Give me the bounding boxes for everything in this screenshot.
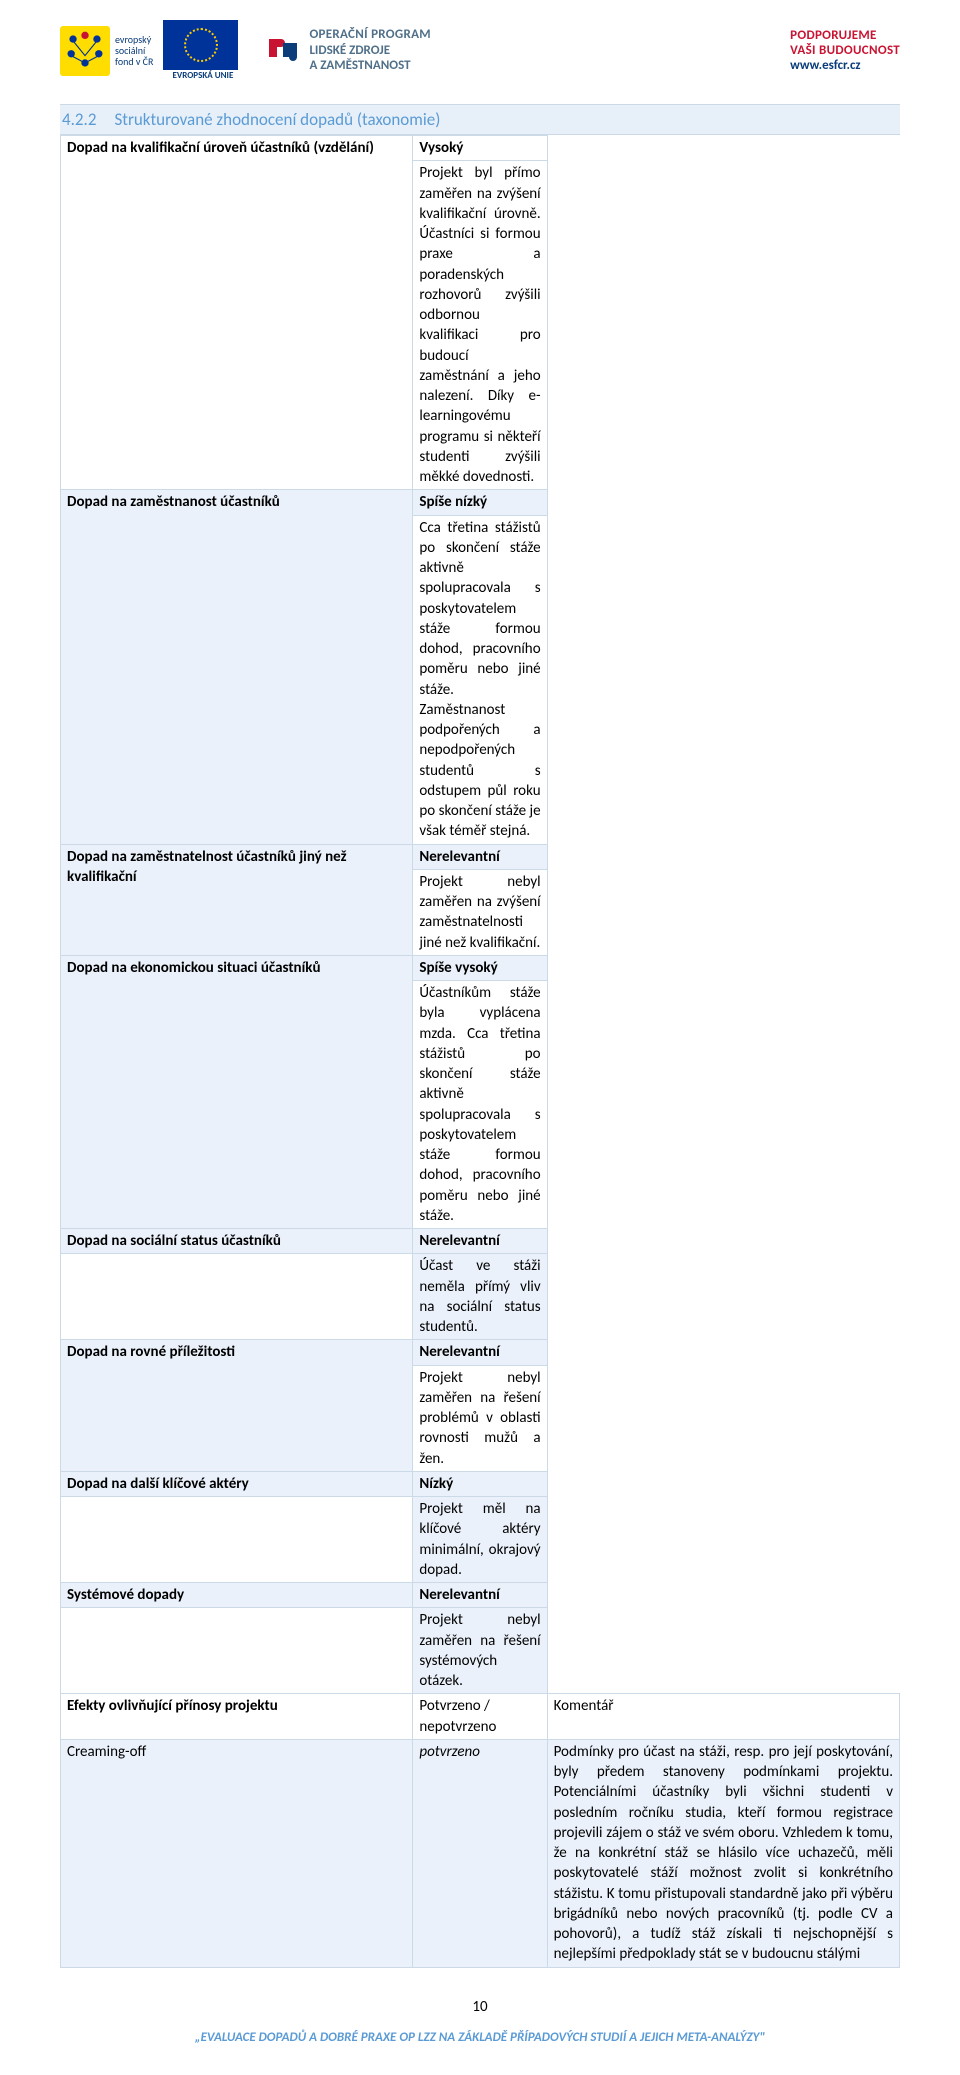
row-desc: Projekt měl na klíčové aktéry minimální,… (413, 1497, 547, 1583)
eu-flag-icon (163, 20, 238, 70)
row-label: Dopad na kvalifikační úroveň účastníků (… (61, 136, 413, 490)
section-text: Strukturované zhodnocení dopadů (taxonom… (114, 109, 440, 130)
effects-col3: Komentář (547, 1694, 899, 1740)
logo-esf: evropský sociální fond v ČR (60, 26, 153, 76)
esf-icon (60, 26, 110, 76)
op-l1: OPERAČNÍ PROGRAM (309, 27, 431, 43)
row-label: Dopad na zaměstnanost účastníků (61, 490, 413, 844)
row-label: Systémové dopady (61, 1583, 413, 1608)
puzzle-icon (263, 29, 303, 73)
page-number: 10 (60, 1998, 900, 2016)
empty-cell (61, 1254, 413, 1340)
effect-row-label: Creaming-off (61, 1739, 413, 1967)
row-value: Nerelevantní (413, 1340, 547, 1365)
empty-cell (61, 1608, 413, 1694)
row-value: Vysoký (413, 136, 547, 161)
logo-op: OPERAČNÍ PROGRAM LIDSKÉ ZDROJE A ZAMĚSTN… (263, 27, 431, 74)
effects-label: Efekty ovlivňující přínosy projektu (61, 1694, 413, 1740)
row-value: Spíše nízký (413, 490, 547, 515)
impact-table: Dopad na kvalifikační úroveň účastníků (… (60, 135, 900, 1968)
row-label: Dopad na další klíčové aktéry (61, 1471, 413, 1496)
effect-row-comment: Podmínky pro účast na stáži, resp. pro j… (547, 1739, 899, 1967)
row-value: Nerelevantní (413, 1583, 547, 1608)
logo-eu-wrap: EVROPSKÁ UNIE (163, 20, 238, 81)
op-text: OPERAČNÍ PROGRAM LIDSKÉ ZDROJE A ZAMĚSTN… (309, 27, 431, 74)
support-l2: VAŠI BUDOUCNOST (790, 43, 900, 58)
row-value: Nízký (413, 1471, 547, 1496)
row-label: Dopad na rovné příležitosti (61, 1340, 413, 1472)
op-l2: LIDSKÉ ZDROJE (309, 43, 431, 59)
section-num: 4.2.2 (62, 109, 96, 130)
section-title: 4.2.2 Strukturované zhodnocení dopadů (ta… (60, 104, 900, 135)
logo-support: PODPORUJEME VAŠI BUDOUCNOST www.esfcr.cz (790, 28, 900, 73)
row-value: Nerelevantní (413, 1229, 547, 1254)
eu-label: EVROPSKÁ UNIE (173, 70, 234, 81)
row-desc: Účastníkům stáže byla vyplácena mzda. Cc… (413, 981, 547, 1229)
row-desc: Projekt byl přímo zaměřen na zvýšení kva… (413, 161, 547, 490)
header-logos: evropský sociální fond v ČR EVROPSKÁ UNI… (60, 20, 900, 89)
esf-text: evropský sociální fond v ČR (115, 34, 153, 67)
empty-cell (61, 1497, 413, 1583)
page-footer: 10 „EVALUACE DOPADŮ A DOBRÉ PRAXE OP LZZ… (60, 1998, 900, 2045)
row-value: Spíše vysoký (413, 955, 547, 980)
row-desc: Projekt nebyl zaměřen na řešení systémov… (413, 1608, 547, 1694)
row-value: Nerelevantní (413, 844, 547, 869)
row-desc: Projekt nebyl zaměřen na zvýšení zaměstn… (413, 869, 547, 955)
page: evropský sociální fond v ČR EVROPSKÁ UNI… (0, 0, 960, 2075)
row-desc: Projekt nebyl zaměřen na řešení problémů… (413, 1365, 547, 1471)
support-l1: PODPORUJEME (790, 28, 900, 43)
row-desc: Účast ve stáži neměla přímý vliv na soci… (413, 1254, 547, 1340)
footer-text: „EVALUACE DOPADŮ A DOBRÉ PRAXE OP LZZ NA… (60, 2030, 900, 2045)
row-label: Dopad na sociální status účastníků (61, 1229, 413, 1254)
op-l3: A ZAMĚSTNANOST (309, 58, 431, 74)
row-label: Dopad na zaměstnatelnost účastníků jiný … (61, 844, 413, 955)
effect-row-status: potvrzeno (413, 1739, 547, 1967)
support-url: www.esfcr.cz (790, 58, 900, 73)
row-desc: Cca třetina stážistů po skončení stáže a… (413, 515, 547, 844)
row-label: Dopad na ekonomickou situaci účastníků (61, 955, 413, 1228)
effects-col2: Potvrzeno / nepotvrzeno (413, 1694, 547, 1740)
